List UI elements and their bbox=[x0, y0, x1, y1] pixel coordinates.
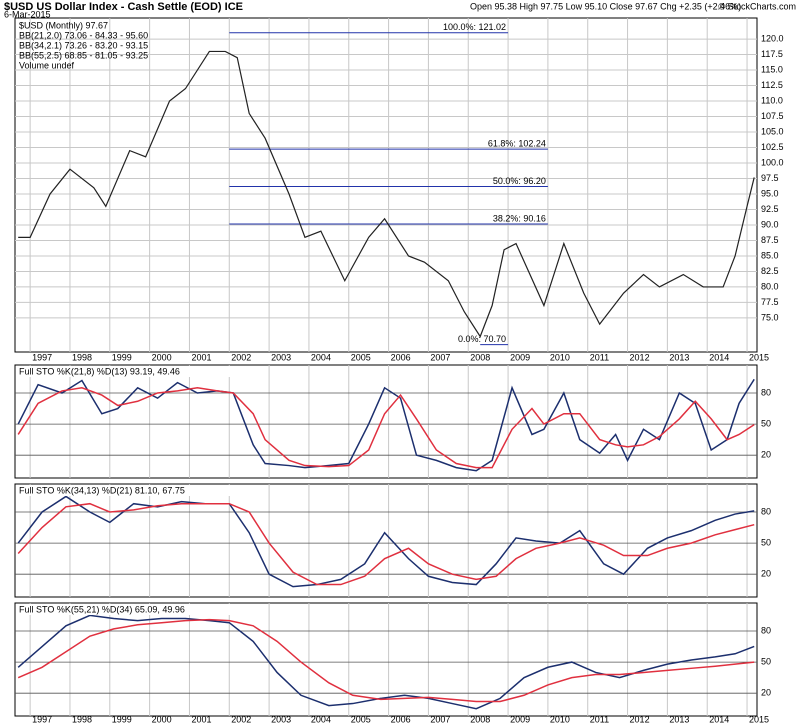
x-tick-label: 1998 bbox=[72, 352, 92, 362]
y-tick-label: 77.5 bbox=[761, 297, 779, 307]
y-tick-label: 80 bbox=[761, 506, 771, 516]
y-tick-label: 50 bbox=[761, 418, 771, 428]
y-tick-label: 115.0 bbox=[761, 64, 783, 74]
y-tick-label: 50 bbox=[761, 537, 771, 547]
y-tick-label: 97.5 bbox=[761, 173, 779, 183]
x-tick-label: 1999 bbox=[112, 352, 132, 362]
legend-entry: BB(21,2.0) 73.06 - 84.33 - 95.60 bbox=[19, 30, 148, 40]
x-tick-label: 1999 bbox=[112, 714, 132, 724]
panel-frame bbox=[14, 483, 758, 598]
y-tick-label: 92.5 bbox=[761, 204, 779, 214]
x-tick-label: 2014 bbox=[709, 352, 729, 362]
x-tick-label: 2002 bbox=[231, 714, 251, 724]
series-line bbox=[17, 387, 755, 469]
x-tick-label: 2013 bbox=[669, 352, 689, 362]
x-tick-label: 2007 bbox=[430, 714, 450, 724]
x-tick-label: 2002 bbox=[231, 352, 251, 362]
fib-label: 61.8%: 102.24 bbox=[488, 138, 546, 148]
panel-frame bbox=[14, 17, 758, 353]
x-tick-label: 2009 bbox=[510, 714, 530, 724]
x-tick-label: 1998 bbox=[72, 714, 92, 724]
panel-title-bg bbox=[16, 485, 256, 496]
x-tick-label: 2014 bbox=[709, 714, 729, 724]
x-tick-label: 2009 bbox=[510, 352, 530, 362]
x-tick-label: 2015 bbox=[749, 352, 769, 362]
series-line bbox=[17, 618, 755, 703]
y-tick-label: 82.5 bbox=[761, 266, 779, 276]
panel-title: Full STO %K(55,21) %D(34) 65.09, 49.96 bbox=[19, 604, 185, 614]
panel-title-bg bbox=[16, 604, 256, 615]
x-tick-label: 2005 bbox=[351, 352, 371, 362]
y-tick-label: 75.0 bbox=[761, 312, 779, 322]
fib-label: 50.0%: 96.20 bbox=[493, 176, 546, 186]
x-tick-label: 2001 bbox=[191, 714, 211, 724]
fib-label: 38.2%: 90.16 bbox=[493, 213, 546, 223]
y-tick-label: 85.0 bbox=[761, 250, 779, 260]
x-tick-label: 2012 bbox=[630, 714, 650, 724]
y-tick-label: 80 bbox=[761, 387, 771, 397]
x-tick-label: 2015 bbox=[749, 714, 769, 724]
x-tick-label: 2001 bbox=[191, 352, 211, 362]
x-tick-label: 2007 bbox=[430, 352, 450, 362]
x-tick-label: 2010 bbox=[550, 352, 570, 362]
credit: © StockCharts.com bbox=[718, 1, 796, 11]
legend-entry: Volume undef bbox=[19, 60, 75, 70]
x-tick-label: 2013 bbox=[669, 714, 689, 724]
series-line bbox=[17, 378, 755, 472]
y-tick-label: 20 bbox=[761, 569, 771, 579]
y-tick-label: 120.0 bbox=[761, 33, 784, 43]
y-tick-label: 87.5 bbox=[761, 235, 779, 245]
y-tick-label: 90.0 bbox=[761, 219, 779, 229]
fib-label: 0.0%: 70.70 bbox=[458, 334, 506, 344]
fib-label: 100.0%: 121.02 bbox=[443, 22, 506, 32]
chart-date: 6-Mar-2015 bbox=[4, 9, 51, 19]
x-tick-label: 2000 bbox=[152, 714, 172, 724]
x-tick-label: 2006 bbox=[391, 352, 411, 362]
legend-entry: $USD (Monthly) 97.67 bbox=[19, 20, 108, 30]
x-tick-label: 2004 bbox=[311, 714, 331, 724]
x-tick-label: 2004 bbox=[311, 352, 331, 362]
y-tick-label: 50 bbox=[761, 656, 771, 666]
x-tick-label: 1997 bbox=[32, 714, 52, 724]
y-tick-label: 20 bbox=[761, 688, 771, 698]
y-tick-label: 80 bbox=[761, 625, 771, 635]
x-tick-label: 2003 bbox=[271, 352, 291, 362]
x-tick-label: 2011 bbox=[590, 714, 609, 724]
panel-title: Full STO %K(34,13) %D(21) 81.10, 67.75 bbox=[19, 485, 185, 495]
panel-frame bbox=[14, 364, 758, 479]
panel-title-bg bbox=[16, 366, 256, 377]
y-tick-label: 100.0 bbox=[761, 157, 784, 167]
x-tick-label: 2011 bbox=[590, 352, 609, 362]
y-tick-label: 107.5 bbox=[761, 111, 784, 121]
quote: Open 95.38 High 97.75 Low 95.10 Close 97… bbox=[470, 1, 741, 11]
series-line bbox=[17, 502, 755, 586]
y-tick-label: 20 bbox=[761, 450, 771, 460]
panel-title: Full STO %K(21,8) %D(13) 93.19, 49.46 bbox=[19, 366, 180, 376]
y-tick-label: 110.0 bbox=[761, 95, 783, 105]
x-tick-label: 2000 bbox=[152, 352, 172, 362]
legend-entry: BB(55,2.5) 68.85 - 81.05 - 93.25 bbox=[19, 50, 148, 60]
x-tick-label: 2005 bbox=[351, 714, 371, 724]
series-line bbox=[18, 50, 755, 338]
chart-title: $USD US Dollar Index - Cash Settle (EOD)… bbox=[4, 1, 243, 13]
series-line bbox=[17, 495, 755, 588]
x-tick-label: 2003 bbox=[271, 714, 291, 724]
y-tick-label: 105.0 bbox=[761, 126, 784, 136]
x-tick-label: 2012 bbox=[630, 352, 650, 362]
y-tick-label: 80.0 bbox=[761, 281, 779, 291]
y-tick-label: 117.5 bbox=[761, 49, 783, 59]
series-line bbox=[17, 614, 755, 710]
x-tick-label: 1997 bbox=[32, 352, 52, 362]
x-tick-label: 2006 bbox=[391, 714, 411, 724]
x-tick-label: 2010 bbox=[550, 714, 570, 724]
legend-entry: BB(34,2.1) 73.26 - 83.20 - 93.15 bbox=[19, 40, 148, 50]
x-tick-label: 2008 bbox=[470, 352, 490, 362]
y-tick-label: 102.5 bbox=[761, 142, 784, 152]
y-tick-label: 95.0 bbox=[761, 188, 779, 198]
y-tick-label: 112.5 bbox=[761, 80, 783, 90]
x-tick-label: 2008 bbox=[470, 714, 490, 724]
